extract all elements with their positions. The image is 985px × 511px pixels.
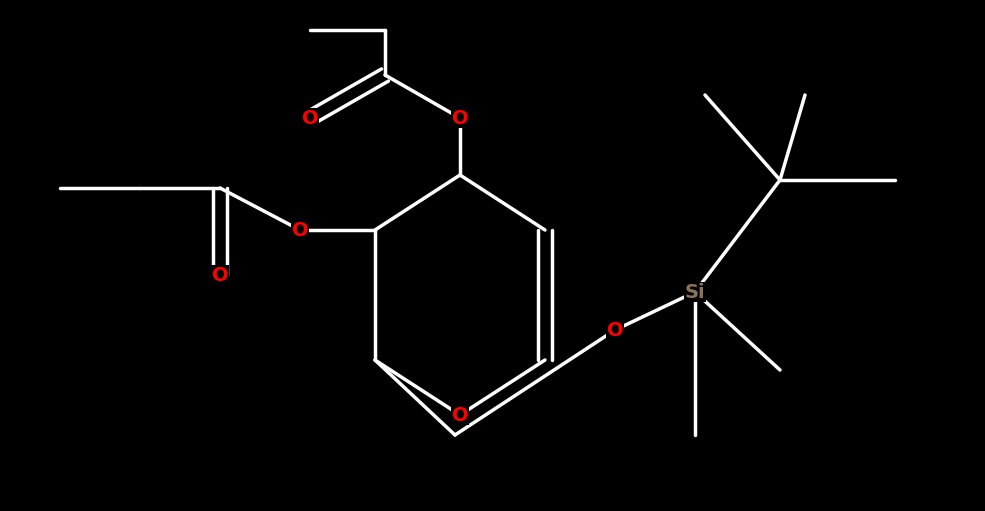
Text: Si: Si [685, 283, 705, 301]
Text: O: O [292, 221, 308, 240]
Text: O: O [452, 108, 468, 128]
Text: O: O [607, 320, 624, 339]
Text: O: O [452, 406, 468, 425]
Text: O: O [212, 266, 229, 285]
Text: O: O [301, 108, 318, 128]
